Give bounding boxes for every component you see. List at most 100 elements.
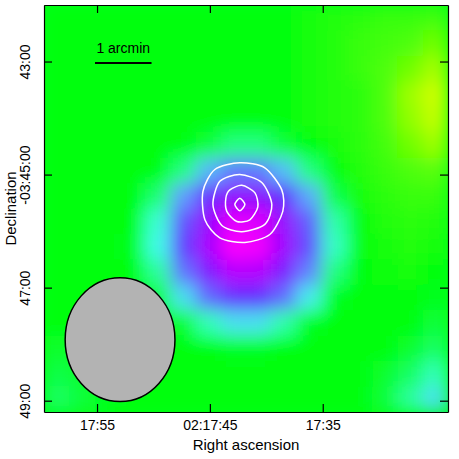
- tick-label: -03:45:00: [17, 145, 33, 204]
- cell: [120, 56, 146, 82]
- cell: [69, 158, 95, 184]
- cell: [246, 259, 272, 285]
- cell: [322, 158, 348, 184]
- cell: [398, 310, 424, 336]
- cell: [271, 234, 297, 260]
- cell: [322, 336, 348, 362]
- cell: [372, 336, 398, 362]
- cell: [95, 5, 121, 31]
- cell: [423, 259, 448, 285]
- cell: [246, 285, 272, 311]
- cell: [145, 56, 171, 82]
- cell: [372, 285, 398, 311]
- cell: [297, 56, 323, 82]
- tick-mark: [44, 174, 52, 175]
- cell: [297, 30, 323, 56]
- cell: [196, 336, 222, 362]
- cell: [44, 5, 70, 31]
- cell: [322, 5, 348, 31]
- cell: [196, 158, 222, 184]
- cell: [297, 107, 323, 133]
- tick: 43:00: [17, 44, 52, 79]
- cell: [196, 310, 222, 336]
- cell: [398, 259, 424, 285]
- cell: [44, 209, 70, 235]
- cell: [372, 30, 398, 56]
- cell: [196, 132, 222, 158]
- cell: [297, 310, 323, 336]
- tick-mark: [323, 404, 324, 412]
- cell: [423, 158, 448, 184]
- cell: [322, 234, 348, 260]
- cell: [95, 56, 121, 82]
- cell: [196, 81, 222, 107]
- cell: [69, 132, 95, 158]
- cell: [120, 5, 146, 31]
- cell: [398, 107, 424, 133]
- cell: [372, 361, 398, 387]
- cell: [347, 56, 373, 82]
- cell: [145, 132, 171, 158]
- cell: [398, 158, 424, 184]
- cell: [398, 183, 424, 209]
- tick: 47:00: [17, 270, 52, 305]
- x-axis-title: Right ascension: [193, 436, 300, 453]
- cell: [398, 81, 424, 107]
- cell: [69, 209, 95, 235]
- axis-line: [448, 6, 449, 413]
- cell: [221, 158, 247, 184]
- cell: [271, 259, 297, 285]
- cell: [196, 259, 222, 285]
- cell: [322, 81, 348, 107]
- cell: [372, 387, 398, 412]
- tick: [440, 401, 448, 402]
- cell: [398, 132, 424, 158]
- cell: [170, 5, 196, 31]
- tick: -03:45:00: [17, 145, 52, 204]
- y-axis-right: [440, 6, 449, 413]
- cell: [196, 209, 222, 235]
- cell: [423, 310, 448, 336]
- cell: [246, 361, 272, 387]
- cell: [170, 361, 196, 387]
- cell: [297, 5, 323, 31]
- cell: [347, 107, 373, 133]
- cell: [297, 158, 323, 184]
- cell: [170, 158, 196, 184]
- cell: [246, 310, 272, 336]
- cell: [196, 30, 222, 56]
- cell: [271, 5, 297, 31]
- tick: 17:55: [80, 404, 115, 433]
- cell: [423, 107, 448, 133]
- cell: [170, 81, 196, 107]
- cell: [120, 132, 146, 158]
- cell: [347, 158, 373, 184]
- cell: [120, 107, 146, 133]
- cell: [145, 5, 171, 31]
- cell: [44, 56, 70, 82]
- cell: [347, 285, 373, 311]
- tick: 02:17:45: [183, 404, 238, 433]
- tick: [440, 62, 448, 63]
- tick-mark: [210, 404, 211, 412]
- cell: [347, 5, 373, 31]
- cell: [372, 234, 398, 260]
- cell: [44, 158, 70, 184]
- cell: [196, 285, 222, 311]
- cell: [120, 183, 146, 209]
- cell: [398, 234, 424, 260]
- cell: [170, 183, 196, 209]
- cell: [95, 209, 121, 235]
- tick-label: 49:00: [17, 383, 33, 418]
- cell: [347, 310, 373, 336]
- x-axis-top: [45, 5, 449, 13]
- cell: [221, 56, 247, 82]
- cell: [297, 183, 323, 209]
- tick: [97, 5, 98, 13]
- tick-label: 17:55: [80, 417, 115, 433]
- cell: [372, 158, 398, 184]
- cell: [120, 158, 146, 184]
- tick-mark: [44, 401, 52, 402]
- cell: [423, 132, 448, 158]
- cell: [145, 158, 171, 184]
